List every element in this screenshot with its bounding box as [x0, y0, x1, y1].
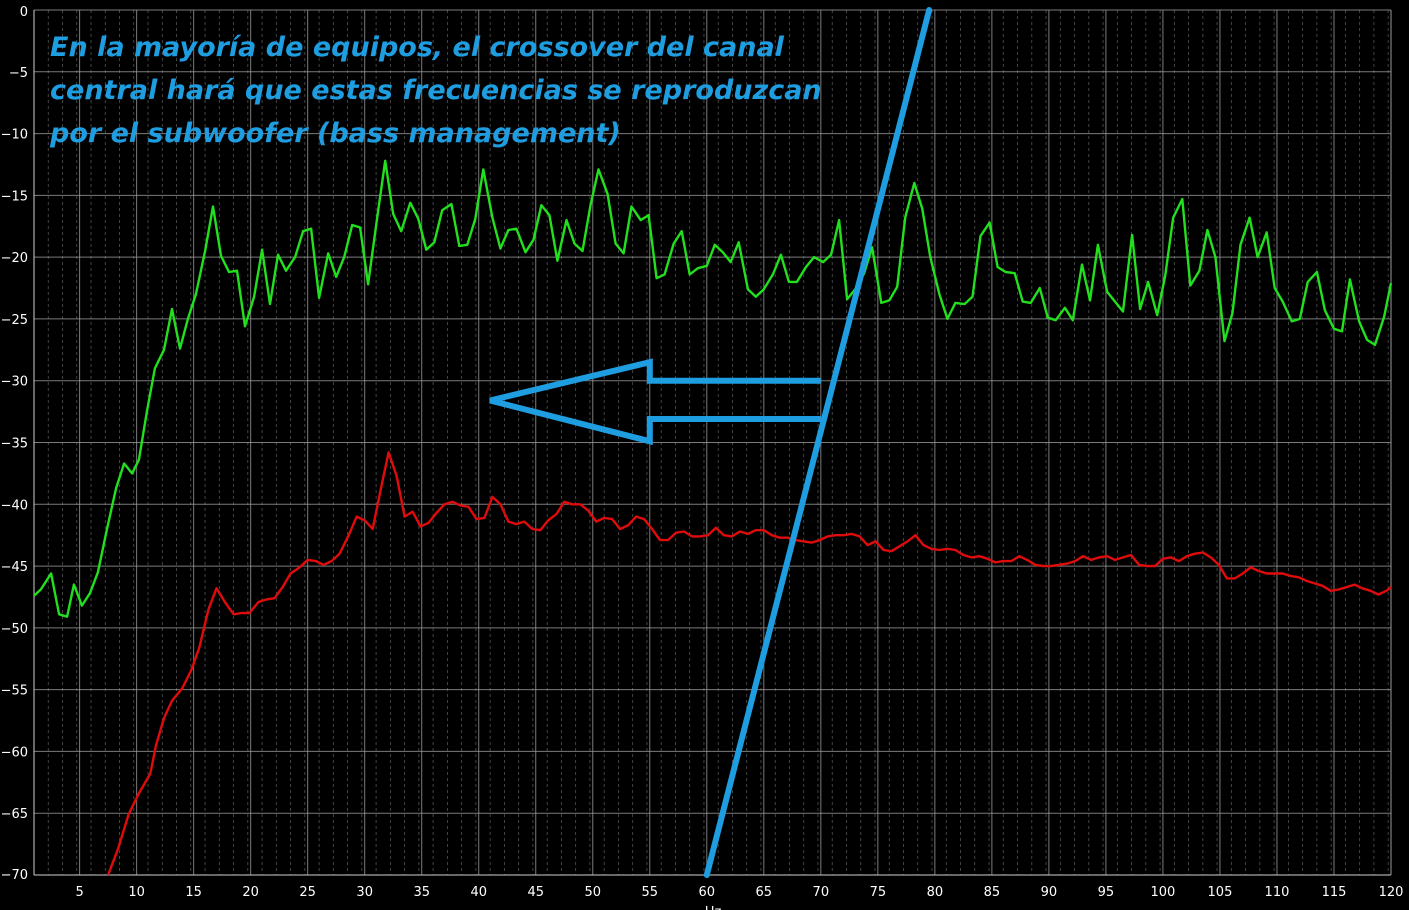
- x-tick-label: 50: [584, 885, 601, 900]
- x-tick-label: 5: [75, 885, 83, 900]
- y-tick-label: −5: [9, 66, 28, 81]
- left-arrow-outline: [489, 358, 821, 446]
- annotation-layer: [489, 7, 933, 878]
- x-tick-label: 100: [1151, 885, 1176, 900]
- series-layer: [33, 159, 1393, 876]
- x-axis-title: Hz: [705, 905, 722, 910]
- x-tick-label: 25: [299, 885, 316, 900]
- x-tick-label: 30: [356, 885, 373, 900]
- y-tick-label: −40: [1, 498, 28, 513]
- y-tick-label: −35: [1, 437, 28, 452]
- y-tick-label: −60: [1, 745, 28, 760]
- y-tick-label: −65: [1, 807, 28, 822]
- x-tick-label: 60: [699, 885, 716, 900]
- x-tick-label: 75: [870, 885, 887, 900]
- y-tick-label: −10: [1, 128, 28, 143]
- x-tick-labels: 5 10 15 20 25 30 35 40 45 50 55 60 65 70 75 80 85 90 95 100…: [75, 885, 1403, 900]
- green-response-line: [33, 159, 1393, 618]
- x-tick-label: 10: [128, 885, 145, 900]
- y-tick-label: −20: [1, 251, 28, 266]
- x-tick-label: 80: [927, 885, 944, 900]
- x-tick-label: 35: [413, 885, 430, 900]
- x-tick-label: 15: [185, 885, 202, 900]
- x-tick-label: 55: [642, 885, 659, 900]
- x-tick-label: 40: [470, 885, 487, 900]
- y-tick-label: −45: [1, 560, 28, 575]
- y-tick-label: −30: [1, 375, 28, 390]
- y-tick-label: −50: [1, 622, 28, 637]
- annotation-text-line: por el subwoofer (bass management): [49, 118, 621, 149]
- crossover-slope-line: [703, 7, 933, 878]
- major-grid: [33, 9, 1392, 876]
- x-tick-label: 95: [1098, 885, 1115, 900]
- y-tick-label: −25: [1, 313, 28, 328]
- x-tick-label: 90: [1041, 885, 1058, 900]
- y-tick-labels: 0 −5 −10 −15 −20 −25 −30 −35 −40 −45 −50 −55 −60 −65 −…: [1, 5, 28, 883]
- y-tick-label: −55: [1, 684, 28, 699]
- x-tick-label: 20: [242, 885, 259, 900]
- x-tick-label: 120: [1379, 885, 1404, 900]
- annotation-text-line: central hará que estas frecuencias se re…: [50, 75, 822, 106]
- annotation-text-line: En la mayoría de equipos, el crossover d…: [50, 32, 785, 63]
- x-tick-label: 65: [756, 885, 773, 900]
- y-tick-label: 0: [20, 5, 28, 20]
- y-tick-label: −15: [1, 189, 28, 204]
- y-tick-label: −70: [1, 868, 28, 883]
- x-tick-label: 70: [813, 885, 830, 900]
- x-tick-label: 115: [1322, 885, 1347, 900]
- x-tick-label: 105: [1208, 885, 1233, 900]
- red-response-line: [106, 451, 1392, 876]
- x-tick-label: 45: [527, 885, 544, 900]
- annotation-text: En la mayoría de equipos, el crossover d…: [49, 32, 822, 149]
- x-tick-label: 85: [984, 885, 1001, 900]
- x-tick-label: 110: [1265, 885, 1290, 900]
